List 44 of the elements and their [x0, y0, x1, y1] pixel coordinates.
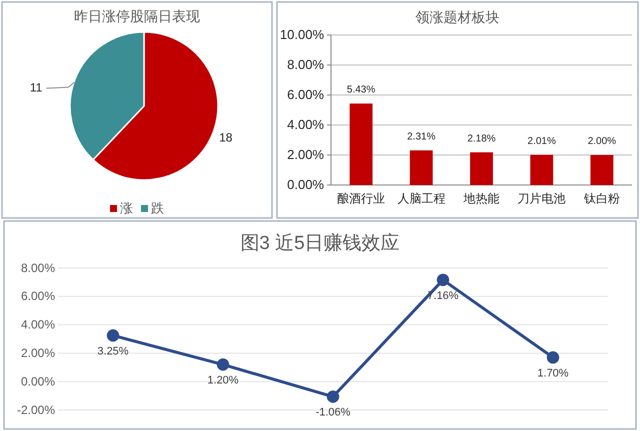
legend-label: 跌: [151, 200, 164, 216]
point: [106, 329, 120, 342]
x-tick-label: 人脑工程: [397, 192, 446, 206]
data-label: 5.43%: [346, 84, 376, 96]
y-tick-label: 8.00%: [287, 57, 324, 72]
y-tick-label: -2.00%: [16, 402, 56, 417]
y-tick-label: 8.00%: [20, 260, 56, 275]
legend-label: 涨: [120, 200, 133, 216]
x-tick-label: 刀片电池: [518, 192, 566, 206]
data-label: 2.18%: [467, 133, 496, 144]
data-label: 3.25%: [97, 345, 129, 358]
x-tick-label: 地热能: [462, 192, 500, 206]
y-tick-label: 0.00%: [287, 177, 324, 192]
y-tick-label: 6.00%: [287, 87, 324, 102]
x-tick-label: 钛白粉: [582, 192, 620, 206]
y-tick-label: 4.00%: [20, 318, 56, 332]
bar: [350, 104, 373, 185]
data-label: 2.00%: [588, 136, 616, 147]
bar: [530, 154, 554, 185]
data-label: 7.16%: [427, 290, 459, 302]
chart-title: 图3 近5日赚钱效应: [240, 232, 400, 254]
point: [326, 390, 340, 403]
data-label: 1.20%: [207, 374, 239, 387]
bar: [410, 150, 433, 185]
data-label: 11: [30, 80, 43, 94]
bar: [470, 152, 493, 185]
data-label: 1.70%: [537, 367, 569, 380]
point: [546, 351, 560, 364]
y-tick-label: 2.00%: [20, 346, 56, 360]
chart-title: 领涨题材板块: [416, 9, 500, 25]
y-tick-label: 4.00%: [287, 117, 324, 132]
y-tick-label: 10.00%: [280, 27, 324, 42]
y-tick-label: 6.00%: [20, 289, 56, 304]
chart-title: 昨日涨停股隔日表现: [74, 8, 200, 24]
data-label: 2.01%: [528, 136, 556, 147]
y-tick-label: 0.00%: [20, 374, 56, 388]
point: [436, 274, 450, 286]
x-tick-label: 酿酒行业: [337, 192, 386, 206]
y-tick-label: 2.00%: [287, 147, 324, 162]
data-label: 2.31%: [407, 131, 436, 142]
bar: [590, 155, 614, 185]
point: [216, 358, 230, 371]
data-label: -1.06%: [316, 406, 351, 419]
data-label: 18: [219, 130, 233, 145]
